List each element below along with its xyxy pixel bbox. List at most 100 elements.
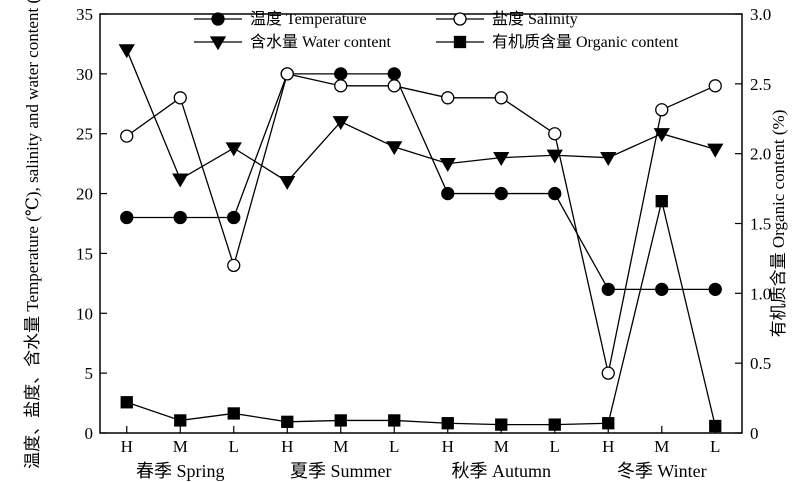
x-tick-label: H — [121, 437, 133, 456]
data-point — [707, 143, 724, 158]
data-point — [334, 79, 348, 93]
data-point — [332, 116, 349, 131]
y-axis-right-title: 有机质含量 Organic content (%) — [769, 110, 788, 338]
series-2 — [118, 44, 724, 190]
data-point — [602, 417, 615, 430]
x-tick-label: L — [710, 437, 720, 456]
data-point — [334, 67, 348, 81]
series-line — [126, 49, 716, 183]
x-tick-label: M — [333, 437, 348, 456]
season-label: 夏季 Summer — [290, 461, 392, 481]
data-point — [118, 44, 135, 59]
data-point — [601, 282, 615, 296]
left-tick-label: 10 — [76, 304, 93, 323]
x-tick-label: L — [229, 437, 239, 456]
x-tick-label: L — [550, 437, 560, 456]
data-point — [708, 282, 722, 296]
series-line — [126, 73, 716, 290]
data-point — [279, 175, 296, 190]
right-axis: 0 0.5 1.0 1.5 2.0 2.5 3.0 — [735, 5, 771, 443]
data-point — [548, 127, 562, 141]
right-tick-label: 0 — [750, 424, 759, 443]
data-point — [334, 414, 347, 427]
data-point — [174, 414, 187, 427]
data-point — [281, 415, 294, 428]
x-tick-label: H — [442, 437, 454, 456]
series-layer — [118, 44, 724, 433]
legend-marker — [209, 36, 227, 51]
left-tick-label: 30 — [76, 65, 93, 84]
data-point — [708, 79, 722, 93]
data-point — [494, 91, 508, 105]
data-point — [494, 186, 508, 201]
legend-marker — [453, 12, 467, 26]
data-point — [173, 91, 187, 105]
left-tick-label: 35 — [76, 5, 93, 24]
right-tick-label: 2.0 — [750, 145, 771, 164]
series-3 — [120, 195, 722, 433]
right-tick-label: 2.5 — [750, 75, 771, 94]
legend-label: 温度 Temperature — [250, 10, 367, 28]
left-tick-label: 15 — [76, 244, 93, 263]
data-point — [120, 129, 134, 143]
series-0 — [120, 67, 722, 296]
left-tick-label: 0 — [85, 424, 94, 443]
x-axis: H M L H M L H M L H M L春季 Spring 夏季 Summer 秋季 Autumn 冬… — [121, 426, 720, 481]
left-tick-label: 5 — [85, 364, 94, 383]
data-point — [441, 91, 455, 105]
data-point — [655, 195, 668, 208]
series-1 — [120, 67, 722, 380]
data-point — [495, 418, 508, 431]
data-point — [227, 258, 241, 273]
data-point — [653, 128, 670, 143]
legend-marker — [211, 12, 225, 26]
left-tick-label: 25 — [76, 125, 93, 144]
data-point — [548, 418, 561, 431]
data-point — [120, 210, 134, 225]
data-point — [280, 67, 294, 81]
right-tick-label: 3.0 — [750, 5, 771, 24]
data-point — [387, 79, 401, 93]
legend-label: 含水量 Water content — [250, 33, 391, 51]
legend: 温度 Temperature 盐度 Salinity 含水量 Water conte… — [194, 10, 679, 51]
series-line — [126, 201, 716, 427]
data-point — [655, 282, 669, 296]
x-tick-label: H — [602, 437, 614, 456]
data-point — [439, 157, 456, 172]
right-tick-label: 0.5 — [750, 354, 771, 373]
x-tick-label: M — [173, 437, 188, 456]
season-label: 春季 Spring — [136, 461, 225, 481]
legend-item: 有机质含量 Organic content — [436, 33, 679, 51]
x-tick-label: M — [494, 437, 509, 456]
legend-item: 含水量 Water content — [194, 33, 391, 51]
left-tick-label: 20 — [76, 185, 93, 204]
data-point — [601, 366, 615, 380]
legend-item: 盐度 Salinity — [436, 10, 578, 28]
right-tick-label: 1.5 — [750, 215, 771, 234]
data-point — [227, 407, 240, 420]
legend-label: 有机质含量 Organic content — [492, 33, 679, 51]
x-tick-label: M — [654, 437, 669, 456]
data-point — [172, 173, 189, 188]
data-point — [548, 186, 562, 201]
season-label: 冬季 Winter — [617, 461, 707, 481]
data-point — [441, 186, 455, 201]
data-point — [173, 210, 187, 225]
data-point — [227, 210, 241, 225]
data-point — [388, 414, 401, 427]
plot-frame — [99, 13, 743, 434]
data-point — [546, 149, 563, 164]
x-tick-label: L — [389, 437, 399, 456]
data-point — [441, 417, 454, 430]
series-line — [126, 73, 716, 374]
legend-item: 温度 Temperature — [194, 10, 367, 28]
left-axis: 0 5 10 15 20 25 30 35 — [76, 5, 107, 443]
legend-marker — [453, 35, 467, 49]
data-point — [655, 103, 669, 117]
data-point — [600, 152, 617, 166]
data-point — [225, 142, 242, 157]
y-axis-left-title: 温度、盐度、含水量 Temperature (℃), salinity and … — [23, 0, 42, 469]
data-point — [386, 141, 403, 156]
season-label: 秋季 Autumn — [451, 461, 551, 481]
